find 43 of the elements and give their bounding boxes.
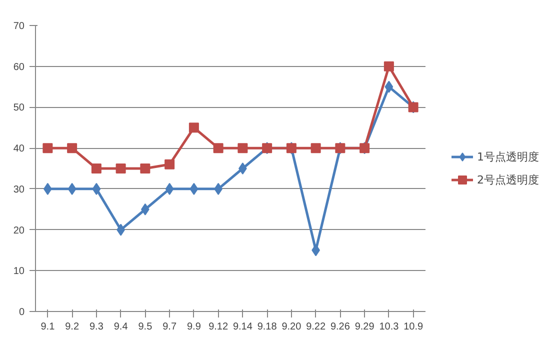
point — [92, 182, 101, 195]
x-tick-label: 10.9 — [404, 322, 424, 332]
y-tick-label: 40 — [13, 144, 25, 155]
point — [116, 164, 126, 174]
y-tick-label: 60 — [13, 62, 25, 73]
y-tick-label: 0 — [18, 307, 25, 318]
point — [164, 159, 175, 170]
x-tick-label: 9.5 — [138, 322, 153, 332]
x-tick-label: 9.22 — [306, 322, 326, 332]
x-tick-label: 9.9 — [186, 322, 202, 332]
x-tick-label: 9.7 — [162, 322, 177, 332]
x-tick-label: 9.4 — [114, 322, 128, 332]
point — [238, 162, 247, 174]
point — [384, 61, 394, 72]
point — [213, 143, 224, 154]
x-tick-label: 9.12 — [208, 322, 228, 332]
point — [67, 143, 78, 154]
x-tick-label: 9.18 — [257, 322, 278, 332]
x-tick-label: 10.3 — [379, 322, 400, 332]
legend-label: 2号点透明度 — [477, 172, 539, 187]
y-tick-label: 70 — [13, 21, 25, 32]
x-tick-label: 9.14 — [232, 322, 253, 332]
point — [165, 182, 174, 195]
x-tick-label: 9.3 — [89, 322, 104, 332]
x-tick-label: 9.2 — [65, 322, 80, 332]
x-tick-label: 9.29 — [354, 322, 375, 332]
point — [91, 164, 102, 174]
point — [140, 164, 150, 174]
legend-label: 1号点透明度 — [477, 149, 539, 164]
point — [188, 122, 199, 133]
x-tick-label: 9.26 — [330, 322, 350, 332]
y-tick-label: 50 — [13, 102, 25, 114]
y-tick-label: 20 — [13, 225, 25, 236]
x-tick-label: 9.20 — [282, 322, 302, 332]
x-tick-label: 9.1 — [40, 322, 56, 332]
point — [190, 182, 198, 195]
y-tick-label: 10 — [13, 266, 25, 278]
y-tick-label: 30 — [13, 184, 25, 196]
point — [42, 143, 53, 154]
point — [384, 80, 394, 93]
point — [310, 143, 321, 154]
point — [68, 182, 76, 195]
point — [238, 143, 248, 154]
